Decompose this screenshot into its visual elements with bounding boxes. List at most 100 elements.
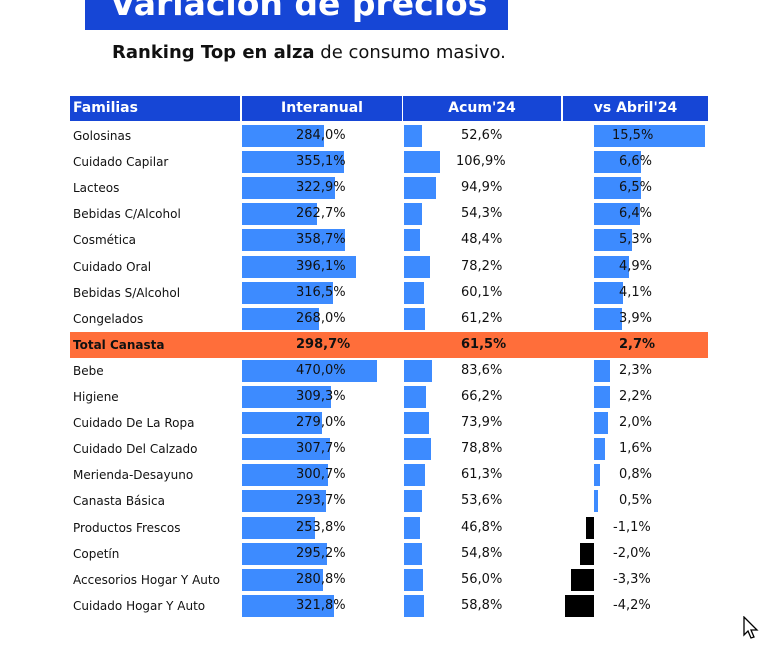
acum-bar (404, 229, 421, 252)
acum-bar (404, 542, 423, 565)
vs-abril-value: 1,6% (619, 441, 653, 457)
family-name: Golosinas (73, 129, 132, 143)
acum-value: 83,6% (461, 362, 503, 378)
table-row: Accesorios Hogar Y Auto 280,8% 56,0% -3,3% (70, 567, 708, 593)
title-banner: Variación de precios (85, 0, 508, 30)
vs-abril-value: 6,6% (619, 154, 653, 170)
family-name: Bebidas S/Alcohol (73, 285, 181, 300)
family-name: Congelados (73, 311, 144, 326)
acum-value: 78,8% (461, 441, 503, 457)
acum-value: 54,8% (461, 545, 503, 561)
table-row: Higiene 309,3% 66,2% 2,2% (70, 384, 708, 410)
acum-value: 66,2% (461, 389, 503, 404)
table-row: Cuidado De La Ropa 279,0% 73,9% 2,0% (70, 410, 708, 436)
acum-value: 61,3% (461, 467, 503, 483)
interanual-value: 253,8% (296, 519, 346, 535)
vs-abril-value: 0,8% (619, 467, 653, 483)
interanual-value: 309,3% (296, 389, 346, 404)
mouse-pointer-icon (743, 616, 759, 639)
interanual-value: 307,7% (296, 441, 346, 457)
vs-abril-bar (594, 464, 600, 487)
vs-abril-bar (594, 438, 606, 461)
interanual-value: 321,8% (296, 597, 346, 613)
column-header-interanual: Interanual (242, 96, 402, 121)
table-row: Cuidado Capilar 355,1% 106,9% 6,6% (70, 149, 708, 175)
vs-abril-value: -4,2% (613, 597, 651, 613)
acum-bar (404, 281, 425, 304)
acum-value: 73,9% (461, 415, 503, 431)
acum-value: 48,4% (461, 232, 503, 248)
interanual-bar (242, 412, 323, 435)
interanual-bar (242, 229, 346, 252)
table-row: Canasta Básica 293,7% 53,6% 0,5% (70, 488, 708, 514)
vs-abril-value: 15,5% (612, 128, 654, 143)
interanual-value: 262,7% (296, 206, 346, 222)
interanual-bar (242, 516, 315, 539)
vs-abril-value: 2,7% (619, 336, 656, 352)
interanual-value: 293,7% (296, 493, 346, 509)
interanual-bar (242, 542, 327, 565)
column-header-vs-abril: vs Abril'24 (563, 96, 708, 121)
vs-abril-value: 0,5% (619, 493, 653, 509)
acum-bar (404, 307, 425, 330)
vs-abril-value: -1,1% (613, 519, 651, 535)
vs-abril-value: 2,2% (619, 389, 653, 404)
vs-abril-bar (594, 490, 598, 513)
family-name: Cuidado De La Ropa (73, 416, 195, 431)
interanual-bar (242, 307, 319, 330)
acum-bar (404, 490, 423, 513)
acum-bar (404, 438, 431, 461)
vs-abril-bar (594, 151, 642, 174)
interanual-value: 358,7% (296, 232, 346, 248)
family-name: Cuidado Capilar (73, 155, 169, 170)
interanual-bar (242, 203, 318, 226)
total-row: Total Canasta 298,7% 61,5% 2,7% (70, 331, 708, 358)
vs-abril-bar (594, 412, 609, 435)
acum-value: 56,0% (461, 571, 503, 587)
vs-abril-bar (565, 594, 594, 617)
subtitle-bold: Ranking Top en alza (112, 42, 315, 63)
interanual-value: 268,0% (296, 310, 346, 326)
interanual-bar (242, 177, 335, 200)
vs-abril-bar (586, 516, 594, 539)
vs-abril-value: -2,0% (613, 545, 651, 561)
family-name: Cosmética (73, 233, 137, 248)
acum-bar (404, 255, 431, 278)
vs-abril-bar (594, 255, 630, 278)
family-name: Bebidas C/Alcohol (73, 207, 181, 222)
interanual-bar (242, 125, 324, 147)
acum-value: 60,1% (461, 284, 503, 300)
table-row: Productos Frescos 253,8% 46,8% -1,1% (70, 515, 708, 541)
table-row: Cuidado Hogar Y Auto 321,8% 58,8% -4,2% (70, 593, 708, 619)
acum-bar (404, 386, 427, 408)
acum-bar (404, 568, 423, 591)
interanual-bar (242, 255, 356, 278)
vs-abril-bar (594, 203, 640, 226)
interanual-bar (242, 359, 377, 382)
vs-abril-value: -3,3% (613, 571, 651, 587)
interanual-value: 298,7% (296, 336, 351, 352)
interanual-bar (242, 490, 327, 513)
subtitle: Ranking Top en alza de consumo masivo. (112, 42, 506, 63)
interanual-value: 316,5% (296, 284, 346, 300)
interanual-bar (242, 568, 323, 591)
family-name: Copetín (73, 546, 120, 561)
interanual-value: 396,1% (296, 258, 346, 274)
interanual-bar (242, 594, 335, 617)
vs-abril-value: 2,3% (619, 362, 653, 378)
subtitle-rest: de consumo masivo. (314, 42, 506, 63)
table-row: Merienda-Desayuno 300,7% 61,3% 0,8% (70, 462, 708, 488)
acum-value: 61,5% (461, 336, 507, 352)
acum-value: 78,2% (461, 258, 503, 274)
acum-value: 54,3% (461, 206, 503, 222)
vs-abril-bar (594, 125, 705, 147)
family-name: Cuidado Del Calzado (73, 442, 198, 457)
interanual-bar (242, 281, 333, 304)
interanual-bar (242, 151, 344, 174)
table-row: Bebidas C/Alcohol 262,7% 54,3% 6,4% (70, 201, 708, 227)
family-name: Merienda-Desayuno (73, 468, 194, 483)
table-row: Lacteos 322,9% 94,9% 6,5% (70, 175, 708, 201)
vs-abril-value: 2,0% (619, 415, 653, 431)
family-name: Higiene (73, 390, 119, 404)
acum-bar (404, 125, 422, 147)
